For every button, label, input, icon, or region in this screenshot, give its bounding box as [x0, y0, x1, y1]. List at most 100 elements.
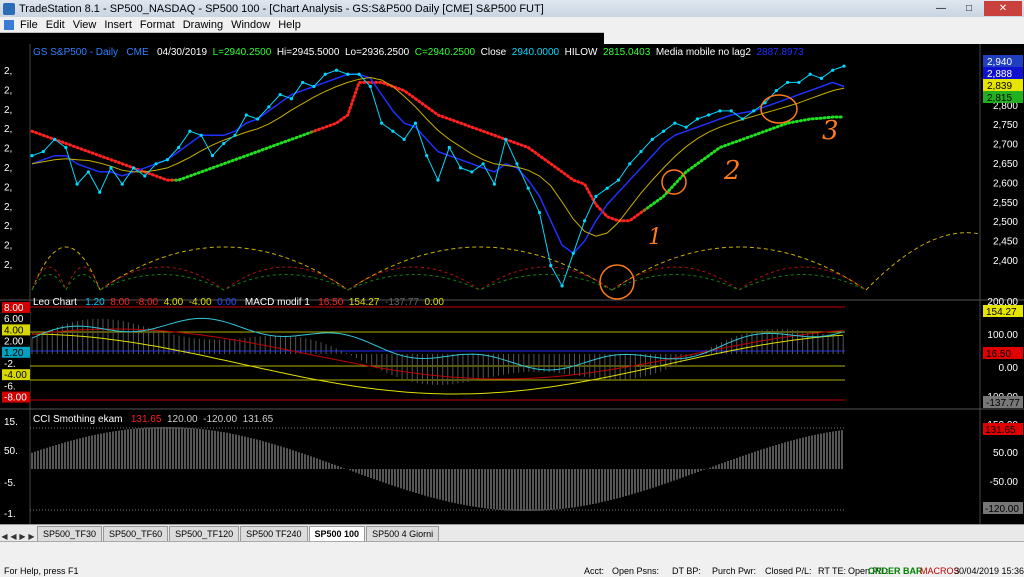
price-point: [255, 117, 260, 121]
leo-left-label: -8.00: [4, 393, 27, 404]
price-point: [695, 117, 699, 121]
status-acct: Acct:: [584, 566, 605, 576]
tab-prev-icon[interactable]: ◀: [10, 532, 17, 541]
cycle-arc: [611, 274, 867, 291]
price-point: [605, 186, 609, 190]
menu-drawing[interactable]: Drawing: [182, 18, 224, 31]
cycle-arcs: [31, 232, 981, 292]
macd-v4: 0.00: [424, 297, 444, 308]
window-title: TradeStation 8.1 - SP500_NASDAQ - SP500 …: [19, 2, 544, 15]
cci-tag-box: [983, 423, 1023, 435]
hilow-line: [30, 80, 846, 223]
price-point: [571, 251, 575, 255]
leo-tag-box: [983, 305, 1023, 317]
leo-v1: 1.20: [85, 297, 105, 308]
leo-left-tag: [2, 335, 30, 347]
macd-v3: -137.77: [385, 297, 419, 308]
leo-tag-label: -137.77: [986, 398, 1020, 409]
macros-button[interactable]: MACROS: [920, 566, 960, 576]
price-tag-box: [983, 55, 1023, 67]
price-point: [740, 117, 745, 121]
price-point: [334, 68, 339, 72]
leo-left-tag: [2, 324, 30, 336]
price-point: [222, 141, 226, 146]
cycle-arc: [347, 246, 613, 291]
price-point: [301, 80, 305, 85]
cci-name: CCI Smothing ekam: [33, 414, 123, 425]
leo-left-label: 6.00: [4, 314, 24, 325]
leo-tag-box: [983, 396, 1023, 408]
price-point: [210, 154, 215, 158]
cci-axis: 150.0050.00-50.00-150.00131.65-120.0015.…: [4, 417, 1023, 520]
close-num-label: 2940.0000: [511, 47, 560, 58]
menu-help[interactable]: Help: [278, 18, 301, 31]
status-closed-pl: Closed P/L:: [765, 566, 812, 576]
price-point: [470, 170, 474, 174]
maximize-button[interactable]: □: [965, 3, 973, 14]
leo-v2: 8.00: [110, 297, 130, 308]
price-point: [481, 162, 485, 166]
menu-format[interactable]: Format: [139, 18, 175, 31]
status-open-pl: Open P/L:: [848, 566, 889, 576]
cycle-arc: [31, 246, 101, 291]
price-point: [233, 133, 237, 137]
price-point: [289, 97, 293, 101]
tab-sp500-tf120[interactable]: SP500_TF120: [169, 526, 240, 541]
tab-sp500-tf30[interactable]: SP500_TF30: [37, 526, 103, 541]
tab-last-icon[interactable]: ▶: [28, 532, 35, 541]
menu-edit[interactable]: Edit: [45, 18, 65, 31]
leo-red-line: [31, 328, 844, 380]
leo-left-label: 2.00: [4, 337, 24, 348]
price-point: [594, 194, 598, 198]
leo-axis: 200.00100.000.00-100.00154.2716.50-137.7…: [2, 297, 1023, 409]
cci-axis-label: -50.00: [990, 477, 1019, 488]
price-tag-label: 2,940: [987, 57, 1012, 68]
annotation-3: 3: [822, 116, 839, 146]
left-axis-label: 2,: [4, 182, 12, 193]
price-point: [661, 129, 666, 133]
menu-file[interactable]: File: [20, 18, 38, 31]
price-tag-box: [983, 79, 1023, 91]
tab-sp500-tf240[interactable]: SP500 TF240: [240, 526, 308, 541]
menu-insert[interactable]: Insert: [104, 18, 132, 31]
tab-sp500-100[interactable]: SP500 100: [308, 526, 366, 541]
annotation-circle-mid: [661, 169, 687, 195]
high-label: Hi=2945.5000: [276, 47, 340, 58]
menu-window[interactable]: Window: [231, 18, 271, 31]
price-point: [616, 178, 621, 182]
leo-left-label: -4.00: [4, 370, 27, 381]
minimize-button[interactable]: —: [936, 3, 946, 14]
tab-sp500-4-giorni[interactable]: SP500 4 Giorni: [366, 526, 440, 541]
cci-left-label: -5.: [4, 478, 16, 489]
drawing-toolbar[interactable]: [604, 32, 1024, 44]
price-point: [515, 162, 519, 166]
left-axis-label: 2,: [4, 163, 12, 174]
price-point: [786, 80, 790, 85]
price-point: [86, 170, 90, 174]
cycle-arc: [31, 266, 101, 292]
leo-left-tag: [2, 313, 30, 325]
leo-axis-label: 200.00: [987, 297, 1018, 308]
hilow-label: HILOW: [564, 47, 598, 58]
leo-axis-label: 100.00: [987, 330, 1018, 341]
symbol-label: GS S&P500 - Daily: [33, 47, 119, 58]
tab-sp500-tf60[interactable]: SP500_TF60: [103, 526, 169, 541]
menu-view[interactable]: View: [72, 18, 97, 31]
left-axis-label: 2,: [4, 241, 12, 252]
left-axis-label: 2,: [4, 221, 12, 232]
last-label: L=2940.2500: [212, 47, 272, 58]
cycle-arc: [31, 274, 101, 292]
price-point: [267, 105, 271, 109]
annotation-2: 2: [723, 156, 741, 186]
close-button[interactable]: ✕: [984, 1, 1022, 16]
price-point: [842, 64, 846, 68]
tab-first-icon[interactable]: ◀: [1, 532, 8, 541]
chart-area[interactable]: 1 2 3 2,9002,8502,8002,7502,7002,6502,60…: [0, 44, 1024, 542]
order-bar-button[interactable]: ORDER BAR: [868, 566, 923, 576]
tab-next-icon[interactable]: ▶: [19, 532, 26, 541]
price-point: [729, 109, 733, 113]
cycle-arc: [99, 274, 349, 291]
cci-v2: 120.00: [166, 414, 198, 425]
leo-axis-label: 0.00: [999, 363, 1019, 374]
price-point: [425, 154, 429, 158]
